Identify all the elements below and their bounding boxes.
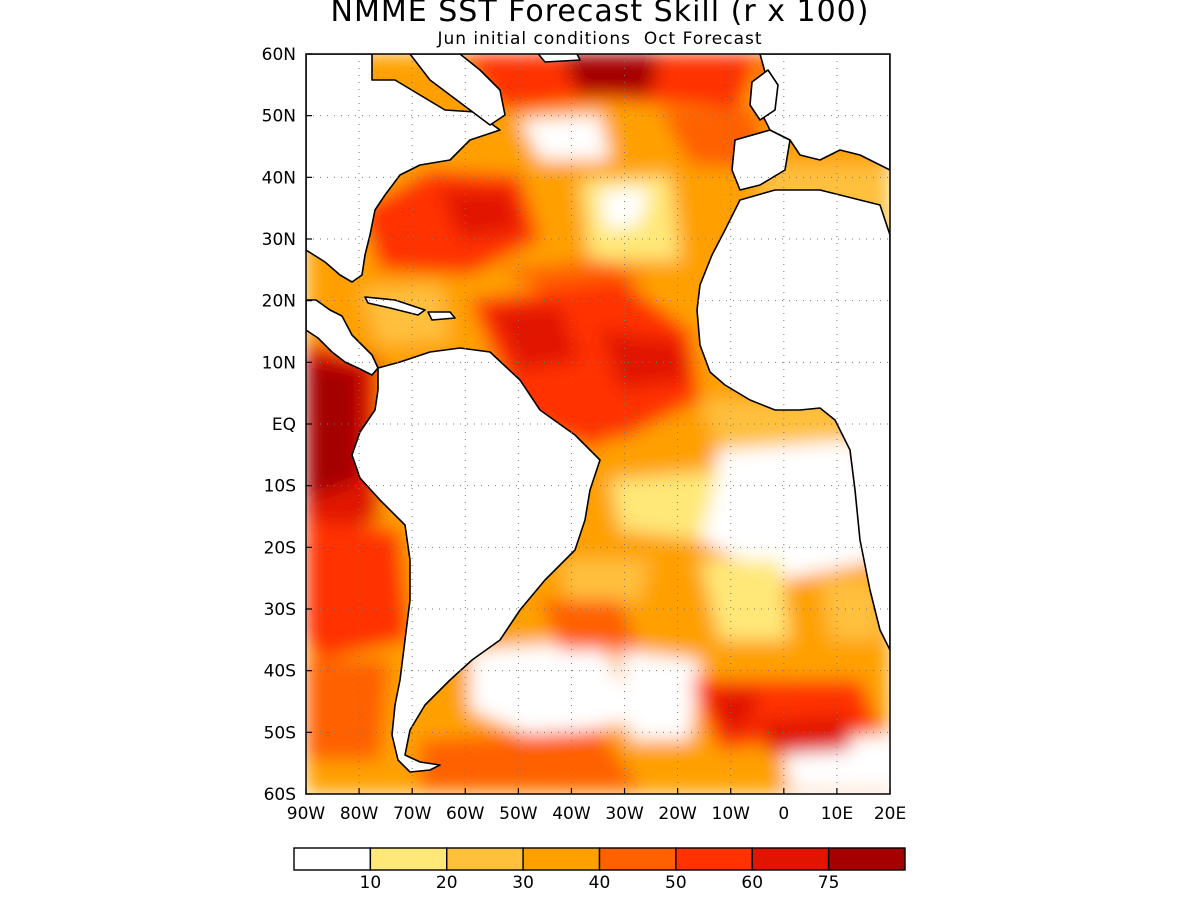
lat-tick-label: 30N xyxy=(262,230,296,250)
lat-tick-label: 20S xyxy=(264,538,296,558)
colorbar-swatch xyxy=(293,847,372,871)
land-cuba xyxy=(364,296,426,316)
colorbar-label: 30 xyxy=(512,873,534,893)
lon-tick-label: 20W xyxy=(658,804,697,824)
colorbar-label: 50 xyxy=(665,873,687,893)
lon-tick-label: 0 xyxy=(778,804,789,824)
lon-tick-label: 10W xyxy=(712,804,751,824)
colorbar-swatch xyxy=(369,847,448,871)
lat-tick-label: 40N xyxy=(262,168,296,188)
lon-tick-label: 60W xyxy=(446,804,485,824)
lat-tick-label: EQ xyxy=(272,415,296,435)
lat-tick-label: 30S xyxy=(264,600,296,620)
lon-tick-label: 90W xyxy=(287,804,326,824)
lat-tick-label: 60S xyxy=(264,785,296,805)
lon-tick-label: 80W xyxy=(340,804,379,824)
land-south-america xyxy=(351,347,601,773)
colorbar-swatch xyxy=(522,847,601,871)
lon-tick-label: 50W xyxy=(499,804,538,824)
land-british-isles xyxy=(749,69,779,121)
lat-tick-label: 40S xyxy=(264,662,296,682)
land-iceland xyxy=(537,54,581,63)
land-africa xyxy=(696,189,890,651)
land-north-america xyxy=(306,54,501,283)
colorbar-swatch xyxy=(675,847,753,871)
land-greenland xyxy=(409,54,506,126)
lat-tick-label: 50N xyxy=(262,107,296,127)
colorbar-swatch xyxy=(827,847,906,871)
colorbar-swatch xyxy=(751,847,830,871)
lon-tick-label: 40W xyxy=(552,804,591,824)
colorbar-label: 75 xyxy=(818,873,840,893)
lat-tick-label: 50S xyxy=(264,723,296,743)
lon-tick-label: 70W xyxy=(393,804,432,824)
latitude-axis: 60N 50N 40N 30N 20N 10N EQ 10S 20S 30S 40S 50S 60S xyxy=(262,45,312,805)
lon-tick-label: 10E xyxy=(821,804,853,824)
colorbar-label: 20 xyxy=(436,873,458,893)
colorbar-swatch xyxy=(598,847,677,871)
colorbar-label: 60 xyxy=(741,873,763,893)
longitude-axis: 90W 80W 70W 60W 50W 40W 30W 20W 10W 0 10E 20E xyxy=(287,788,906,824)
lat-tick-label: 10N xyxy=(262,353,296,373)
graticule xyxy=(306,54,890,794)
land-hispaniola xyxy=(427,311,456,321)
lat-tick-label: 60N xyxy=(262,45,296,65)
colorbar-label: 10 xyxy=(360,873,382,893)
lat-tick-label: 10S xyxy=(264,477,296,497)
lon-tick-label: 20E xyxy=(874,804,906,824)
colorbar-label: 40 xyxy=(589,873,611,893)
chart-subtitle: Jun initial conditions Oct Forecast xyxy=(437,29,763,49)
coastlines xyxy=(306,54,890,773)
lon-tick-label: 30W xyxy=(605,804,644,824)
lat-tick-label: 20N xyxy=(262,292,296,312)
colorbar: 10 20 30 40 50 60 75 xyxy=(293,847,906,893)
colorbar-swatch xyxy=(446,847,524,871)
chart-title: NMME SST Forecast Skill (r x 100) xyxy=(330,0,870,29)
